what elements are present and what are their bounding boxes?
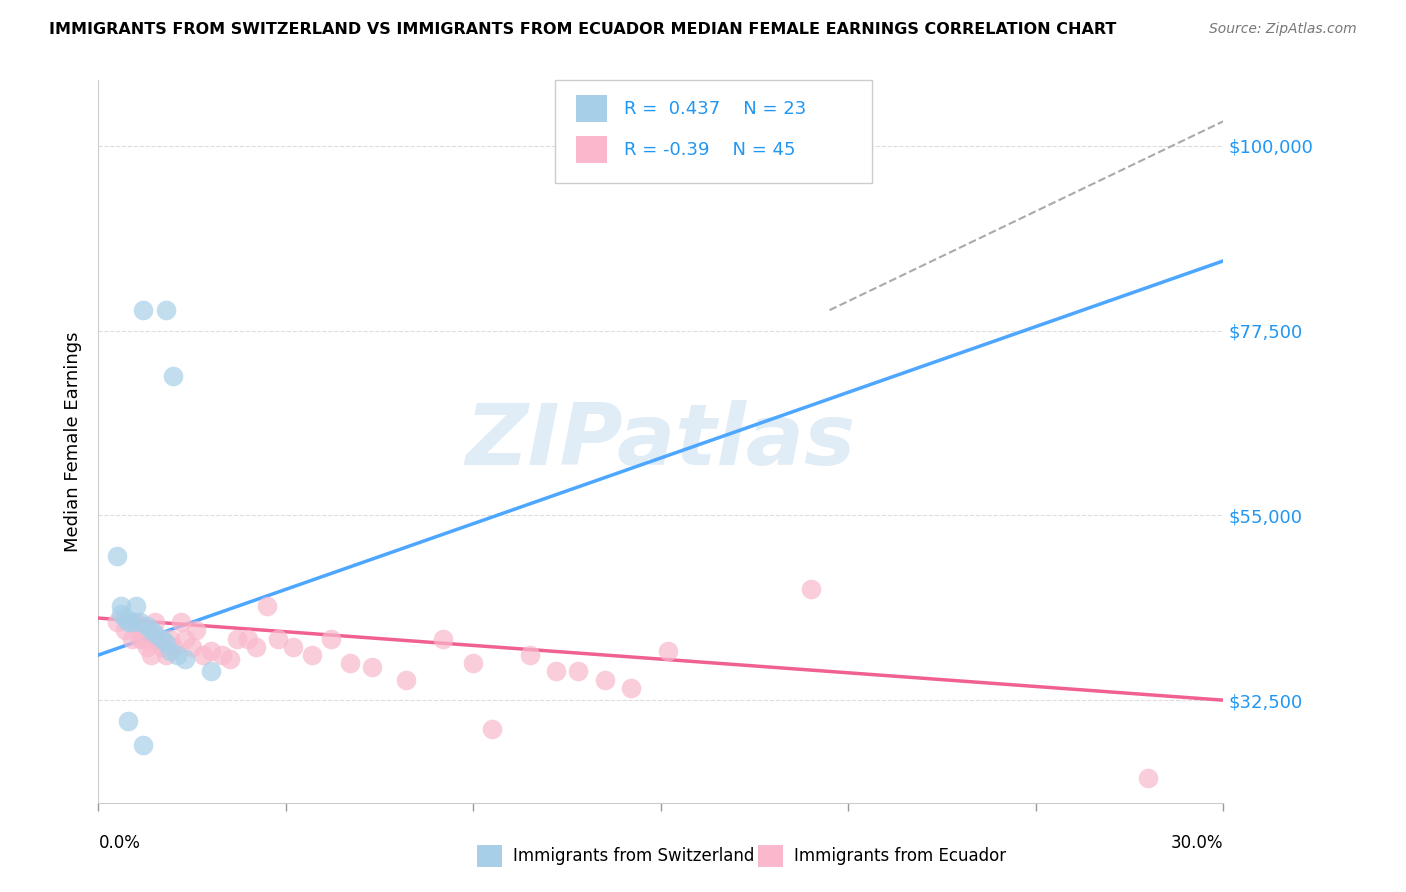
- Point: [105, 549, 128, 564]
- Point: [117, 714, 139, 728]
- Text: ZIPatlas: ZIPatlas: [465, 400, 856, 483]
- Point: [128, 615, 150, 630]
- Point: [132, 632, 155, 646]
- Point: [139, 648, 162, 662]
- Text: R = -0.39    N = 45: R = -0.39 N = 45: [624, 141, 796, 159]
- Point: [170, 615, 193, 630]
- Point: [110, 607, 132, 621]
- Point: [200, 644, 222, 658]
- Point: [125, 615, 148, 630]
- Point: [1137, 771, 1160, 785]
- Point: [114, 611, 136, 625]
- Point: [283, 640, 305, 654]
- Point: [211, 648, 233, 662]
- Point: [143, 632, 166, 646]
- Point: [136, 619, 159, 633]
- Point: [117, 615, 139, 630]
- Point: [267, 632, 290, 646]
- Point: [256, 599, 278, 613]
- Point: [110, 599, 132, 613]
- Point: [481, 722, 503, 736]
- Point: [155, 648, 177, 662]
- Point: [593, 673, 616, 687]
- Point: [121, 632, 143, 646]
- Text: Immigrants from Ecuador: Immigrants from Ecuador: [794, 847, 1007, 865]
- Point: [121, 615, 143, 630]
- Point: [238, 632, 260, 646]
- Point: [181, 640, 204, 654]
- Point: [136, 640, 159, 654]
- Point: [105, 615, 128, 630]
- Point: [245, 640, 267, 654]
- Point: [128, 632, 150, 646]
- Point: [361, 660, 384, 674]
- Point: [463, 657, 485, 671]
- Point: [544, 665, 567, 679]
- Point: [319, 632, 342, 646]
- Point: [139, 624, 162, 638]
- Point: [184, 624, 207, 638]
- Point: [162, 368, 184, 383]
- Point: [155, 636, 177, 650]
- Point: [339, 657, 361, 671]
- Point: [620, 681, 643, 695]
- Point: [125, 599, 148, 613]
- Text: IMMIGRANTS FROM SWITZERLAND VS IMMIGRANTS FROM ECUADOR MEDIAN FEMALE EARNINGS CO: IMMIGRANTS FROM SWITZERLAND VS IMMIGRANT…: [49, 22, 1116, 37]
- Point: [301, 648, 323, 662]
- Text: 30.0%: 30.0%: [1171, 834, 1223, 852]
- Text: Immigrants from Switzerland: Immigrants from Switzerland: [513, 847, 755, 865]
- Point: [148, 632, 170, 646]
- Point: [519, 648, 541, 662]
- Point: [173, 632, 195, 646]
- Point: [193, 648, 215, 662]
- Point: [218, 652, 240, 666]
- Y-axis label: Median Female Earnings: Median Female Earnings: [65, 331, 83, 552]
- Point: [150, 632, 173, 646]
- Point: [132, 303, 155, 318]
- Point: [200, 665, 222, 679]
- Text: 0.0%: 0.0%: [98, 834, 141, 852]
- Point: [143, 627, 166, 641]
- Text: Source: ZipAtlas.com: Source: ZipAtlas.com: [1209, 22, 1357, 37]
- Point: [132, 739, 155, 753]
- Point: [432, 632, 454, 646]
- Point: [567, 665, 589, 679]
- Point: [555, 139, 578, 153]
- Point: [159, 644, 181, 658]
- Point: [150, 640, 173, 654]
- Point: [173, 652, 195, 666]
- Point: [155, 303, 177, 318]
- Point: [226, 632, 249, 646]
- Point: [395, 673, 418, 687]
- Point: [159, 632, 181, 646]
- Point: [800, 582, 823, 597]
- Point: [143, 615, 166, 630]
- Point: [114, 624, 136, 638]
- Text: R =  0.437    N = 23: R = 0.437 N = 23: [624, 100, 807, 118]
- Point: [162, 640, 184, 654]
- Point: [657, 644, 679, 658]
- Point: [166, 648, 188, 662]
